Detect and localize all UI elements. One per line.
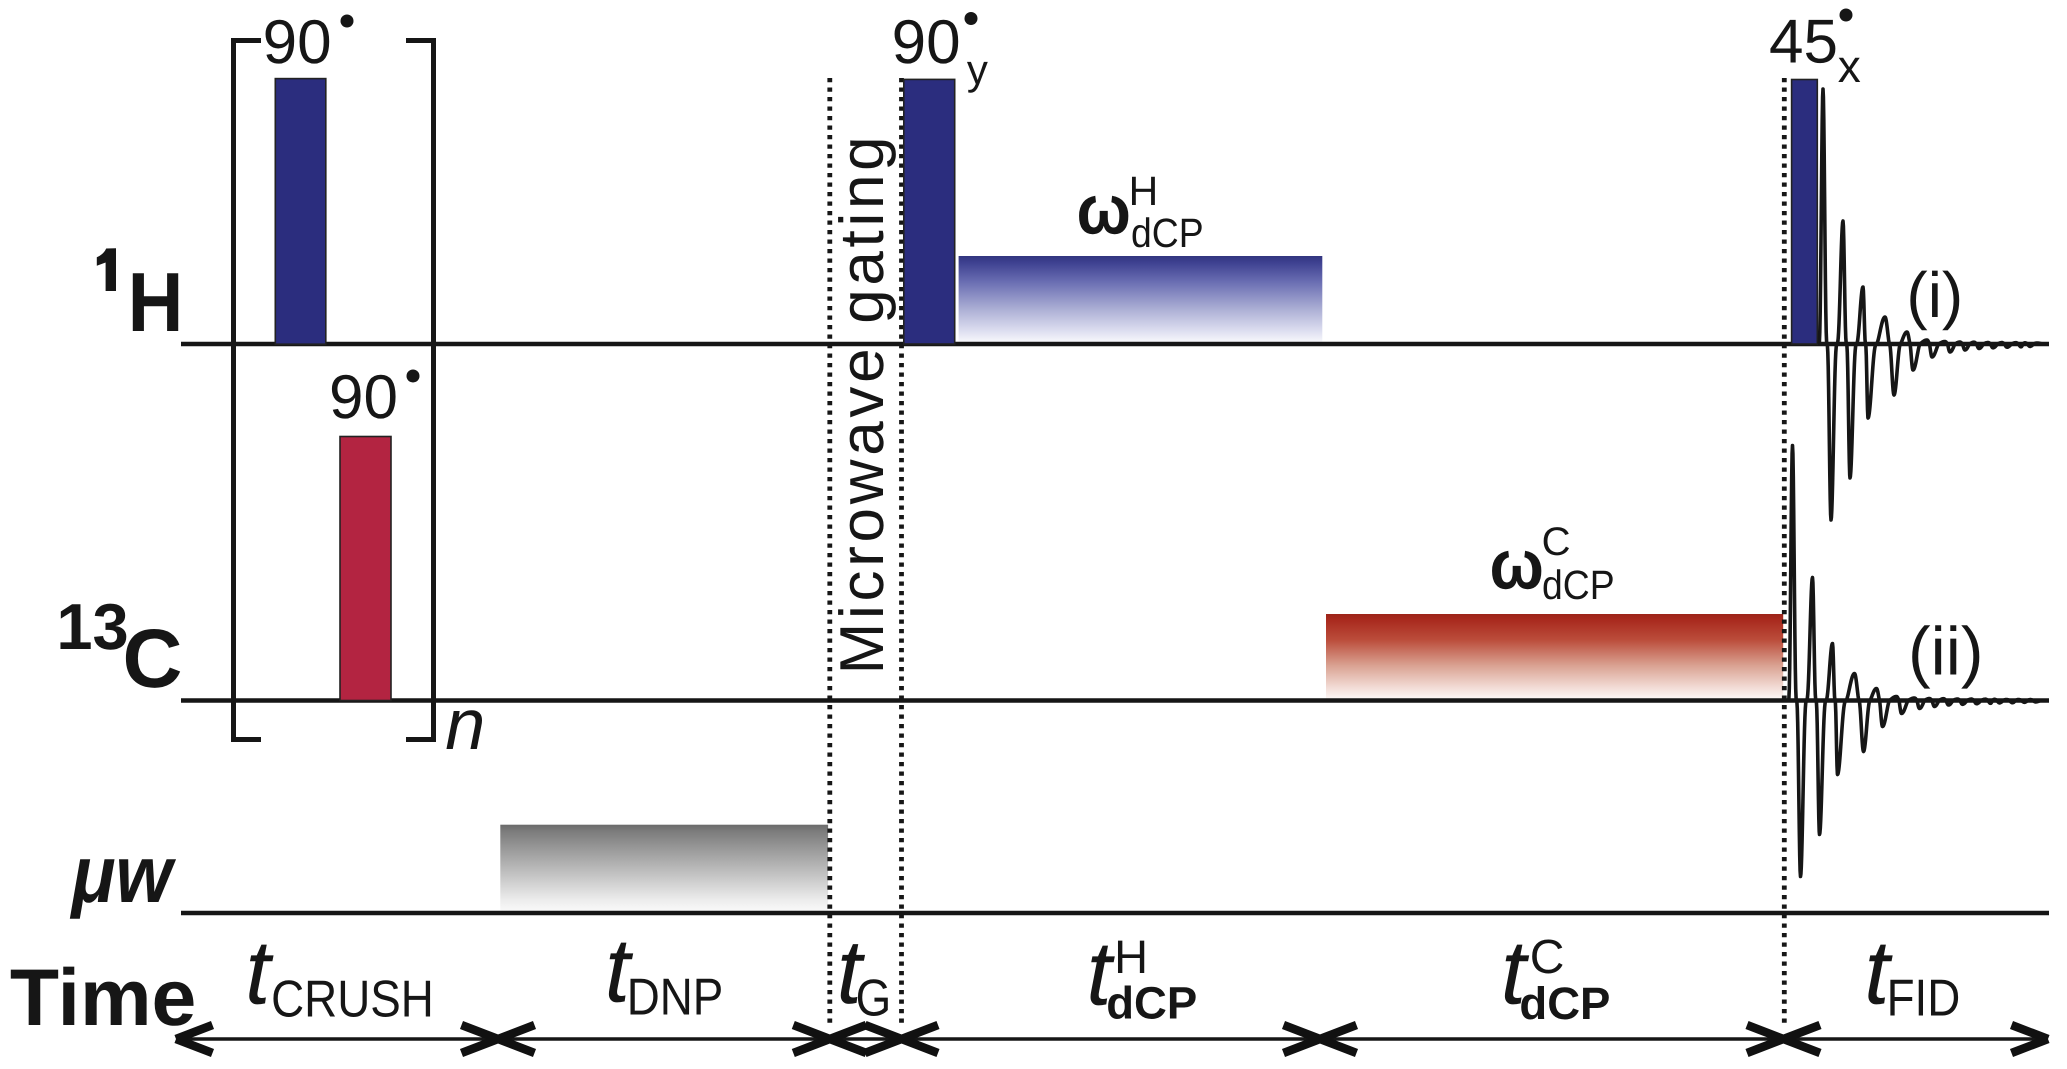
svg-text:t: t (1501, 923, 1530, 1024)
svg-text:t: t (605, 921, 634, 1022)
svg-text:G: G (856, 970, 892, 1028)
svg-text:ω: ω (1077, 170, 1131, 248)
svg-text:y: y (967, 46, 988, 93)
svg-text:dCP: dCP (1106, 977, 1197, 1028)
svg-text:13: 13 (56, 590, 128, 663)
svg-text:t: t (1086, 924, 1115, 1025)
svg-text:t: t (245, 923, 274, 1024)
svg-text:FID: FID (1887, 970, 1961, 1028)
svg-text:μw: μw (70, 830, 177, 920)
svg-text:(ii): (ii) (1908, 614, 1984, 690)
svg-text:n: n (445, 685, 485, 765)
svg-text:H: H (128, 255, 184, 349)
svg-text:dCP: dCP (1519, 978, 1610, 1029)
svg-text:45: 45 (1769, 7, 1838, 76)
svg-text:Microwave gating: Microwave gating (828, 133, 897, 675)
svg-text:DNP: DNP (627, 969, 724, 1027)
svg-text:C: C (1542, 520, 1571, 564)
svg-text:H: H (1114, 930, 1148, 983)
svg-text:dCP: dCP (1131, 210, 1204, 256)
svg-text:dCP: dCP (1542, 562, 1615, 608)
svg-text:90: 90 (329, 363, 398, 432)
svg-text:ω: ω (1490, 525, 1544, 603)
svg-text:Time: Time (10, 953, 196, 1043)
svg-text:C: C (123, 612, 183, 705)
svg-text:C: C (1530, 931, 1565, 984)
svg-text:x: x (1838, 40, 1861, 92)
svg-text:t: t (1864, 923, 1893, 1024)
svg-text:90: 90 (892, 8, 961, 77)
svg-text:t: t (837, 922, 866, 1023)
svg-text:CRUSH: CRUSH (271, 971, 434, 1029)
svg-text:(i): (i) (1906, 259, 1963, 331)
svg-text:H: H (1129, 168, 1159, 214)
svg-text:90: 90 (263, 8, 332, 77)
